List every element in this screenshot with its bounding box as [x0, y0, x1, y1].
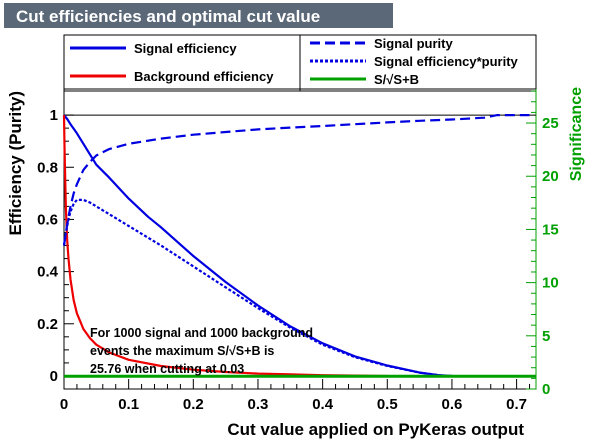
right-tick-label: 10: [542, 275, 559, 292]
chart-title: Cut efficiencies and optimal cut value: [16, 7, 320, 26]
y-tick-label: 0.6: [37, 211, 58, 228]
legend-label-4: S/√S+B: [374, 72, 419, 87]
y-tick-label: 0.4: [37, 264, 59, 281]
right-tick-label: 0: [542, 381, 550, 398]
right-tick-label: 5: [542, 328, 550, 345]
right-tick-label: 15: [542, 221, 559, 238]
legend: Signal efficiency Background efficiency Si…: [64, 35, 536, 91]
annotation: For 1000 signal and 1000 background event…: [90, 326, 313, 376]
right-tick-label: 20: [542, 168, 559, 185]
legend-label-1: Background efficiency: [134, 69, 274, 84]
y-tick-label: 0.8: [37, 159, 58, 176]
legend-label-0: Signal efficiency: [134, 41, 237, 56]
x-tick-label: 0.1: [118, 396, 139, 413]
y-tick-label: 1: [50, 107, 58, 124]
annotation-line-2: 25.76 when cutting at 0.03: [90, 362, 244, 376]
y-axis-title: Efficiency (Purity): [6, 91, 25, 236]
x-tick-label: 0: [60, 396, 68, 413]
right-axis-title: Significance: [568, 87, 585, 181]
x-tick-label: 0.2: [183, 396, 204, 413]
x-tick-label: 0.6: [442, 396, 463, 413]
series-line-2: [64, 115, 530, 245]
y-tick-label: 0: [50, 368, 58, 385]
x-tick-label: 0.5: [377, 396, 398, 413]
annotation-line-0: For 1000 signal and 1000 background: [90, 326, 313, 340]
x-axis-title: Cut value applied on PyKeras output: [227, 420, 524, 439]
legend-label-2: Signal purity: [374, 36, 454, 51]
right-tick-label: 25: [542, 115, 559, 132]
y-tick-label: 0.2: [37, 316, 58, 333]
bottom-axis: 0 0.1 0.2 0.3 0.4 0.5 0.6 0.7: [60, 379, 530, 413]
legend-label-3: Signal efficiency*purity: [374, 54, 519, 69]
x-tick-label: 0.3: [248, 396, 269, 413]
right-axis: 0 5 10 15 20 25: [526, 89, 559, 398]
annotation-line-1: events the maximum S/√S+B is: [90, 344, 274, 358]
x-tick-label: 0.4: [312, 396, 334, 413]
x-tick-label: 0.7: [506, 396, 527, 413]
